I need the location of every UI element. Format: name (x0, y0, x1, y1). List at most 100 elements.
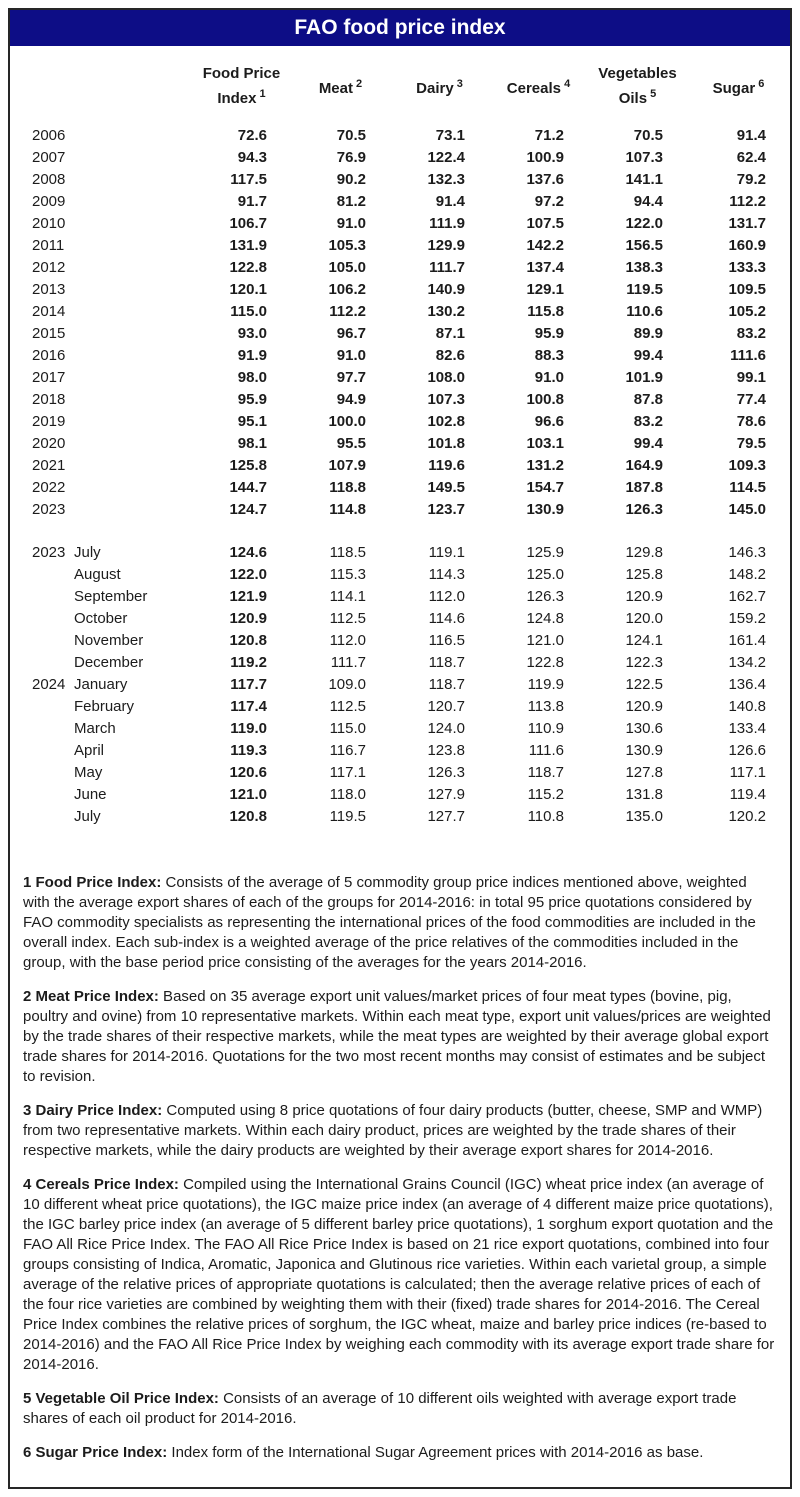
footnote-label: 3 Dairy Price Index: (23, 1102, 163, 1119)
value-cell: 116.5 (428, 631, 465, 649)
month-label (72, 366, 192, 388)
value-cell: 100.9 (526, 148, 564, 166)
value-cell: 117.5 (230, 170, 267, 188)
month-label: July (74, 543, 101, 561)
value-cell: 127.8 (625, 763, 663, 781)
footnote: 1 Food Price Index: Consists of the aver… (23, 874, 756, 971)
value-cell: 120.6 (229, 763, 267, 781)
value-cell: 102.8 (427, 412, 465, 430)
month-label: July (74, 807, 101, 825)
value-cell: 91.0 (336, 214, 366, 232)
annual-row: 2014 115.0 112.2 130.2 115.8 110.6 105.2 (10, 300, 790, 322)
year-label: 2014 (32, 302, 66, 320)
value-cell: 96.6 (534, 412, 564, 430)
year-label (10, 717, 72, 739)
annual-row: 2011 131.9 105.3 129.9 142.2 156.5 160.9 (10, 234, 790, 256)
value-cell: 94.4 (633, 192, 663, 210)
value-cell: 121.0 (526, 631, 564, 649)
value-cell: 124.6 (229, 543, 267, 561)
year-label (10, 651, 72, 673)
value-cell: 146.3 (728, 543, 766, 561)
value-cell: 83.2 (736, 324, 766, 342)
value-cell: 120.0 (625, 609, 663, 627)
value-cell: 105.0 (328, 258, 366, 276)
value-cell: 91.0 (336, 346, 366, 364)
value-cell: 122.4 (427, 148, 465, 166)
value-cell: 103.1 (526, 434, 564, 452)
value-cell: 62.4 (736, 148, 766, 166)
value-cell: 70.5 (633, 126, 663, 144)
value-cell: 120.8 (229, 631, 267, 649)
value-cell: 76.9 (336, 148, 366, 166)
value-cell: 142.2 (526, 236, 564, 254)
value-cell: 91.9 (237, 346, 267, 364)
month-label (72, 190, 192, 212)
value-cell: 144.7 (229, 478, 267, 496)
annual-row: 2017 98.0 97.7 108.0 91.0 101.9 99.1 (10, 366, 790, 388)
value-cell: 138.3 (625, 258, 663, 276)
value-cell: 112.0 (428, 587, 465, 605)
month-label: September (74, 587, 148, 605)
monthly-row: August 122.0 115.3 114.3 125.0 125.8 148.2 (10, 563, 790, 585)
column-header-row: Food Price Index 1 Meat 2 Dairy 3 Cereals 4 V… (10, 48, 790, 124)
annual-row: 2022 144.7 118.8 149.5 154.7 187.8 114.5 (10, 476, 790, 498)
annual-rows-section: 2006 72.6 70.5 73.1 71.2 70.5 91.4 2007 94.3 76.9… (10, 124, 790, 520)
value-cell: 135.0 (625, 807, 663, 825)
value-cell: 133.4 (728, 719, 766, 737)
value-cell: 119.5 (626, 280, 663, 298)
year-label: 2009 (32, 192, 66, 210)
year-label: 2017 (32, 368, 66, 386)
month-label (72, 124, 192, 146)
value-cell: 140.9 (427, 280, 465, 298)
month-label (72, 432, 192, 454)
value-cell: 91.4 (435, 192, 465, 210)
annual-row: 2023 124.7 114.8 123.7 130.9 126.3 145.0 (10, 498, 790, 520)
value-cell: 96.7 (336, 324, 366, 342)
value-cell: 120.2 (728, 807, 766, 825)
value-cell: 113.8 (527, 697, 564, 715)
annual-row: 2015 93.0 96.7 87.1 95.9 89.9 83.2 (10, 322, 790, 344)
value-cell: 114.6 (428, 609, 465, 627)
value-cell: 97.2 (534, 192, 564, 210)
value-cell: 118.5 (329, 543, 366, 561)
value-cell: 123.7 (427, 500, 465, 518)
value-cell: 112.0 (329, 631, 366, 649)
value-cell: 90.2 (336, 170, 366, 188)
value-cell: 120.8 (229, 807, 267, 825)
annual-row: 2018 95.9 94.9 107.3 100.8 87.8 77.4 (10, 388, 790, 410)
value-cell: 127.7 (427, 807, 465, 825)
value-cell: 133.3 (728, 258, 766, 276)
annual-row: 2021 125.8 107.9 119.6 131.2 164.9 109.3 (10, 454, 790, 476)
value-cell: 187.8 (625, 478, 663, 496)
value-cell: 119.9 (527, 675, 564, 693)
value-cell: 97.7 (336, 368, 366, 386)
monthly-row: December 119.2 111.7 118.7 122.8 122.3 134.2 (10, 651, 790, 673)
month-label: January (74, 675, 128, 693)
value-cell: 110.9 (527, 719, 564, 737)
value-cell: 131.9 (229, 236, 267, 254)
column-header: Sugar 6 (712, 77, 765, 97)
footnote: 5 Vegetable Oil Price Index: Consists of… (23, 1390, 737, 1427)
value-cell: 100.8 (526, 390, 564, 408)
value-cell: 125.8 (229, 456, 267, 474)
value-cell: 124.1 (625, 631, 663, 649)
month-label: November (74, 631, 144, 649)
value-cell: 107.9 (328, 456, 366, 474)
value-cell: 124.7 (229, 500, 267, 518)
month-label (72, 256, 192, 278)
month-label: December (74, 653, 144, 671)
value-cell: 91.7 (237, 192, 267, 210)
value-cell: 137.6 (526, 170, 564, 188)
value-cell: 87.1 (435, 324, 465, 342)
value-cell: 127.9 (427, 785, 465, 803)
value-cell: 110.8 (527, 807, 564, 825)
value-cell: 112.2 (729, 192, 766, 210)
year-label: 2011 (32, 236, 65, 254)
value-cell: 134.2 (728, 653, 766, 671)
value-cell: 137.4 (526, 258, 564, 276)
value-cell: 79.5 (736, 434, 766, 452)
month-label (72, 234, 192, 256)
footnote-label: 5 Vegetable Oil Price Index: (23, 1390, 219, 1407)
value-cell: 131.2 (526, 456, 564, 474)
value-cell: 87.8 (633, 390, 663, 408)
